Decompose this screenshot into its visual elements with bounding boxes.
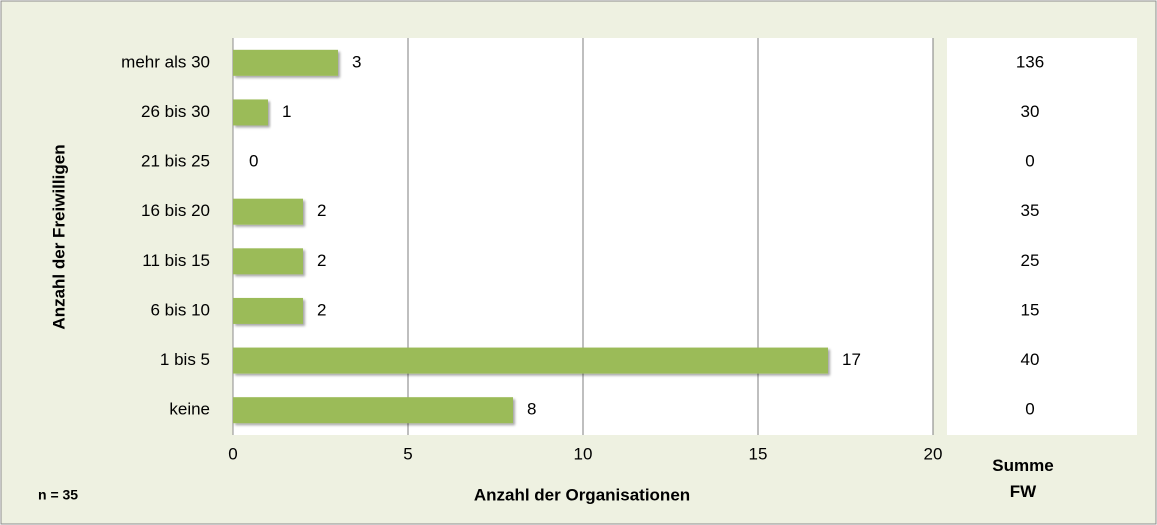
value-label: 3: [352, 52, 361, 71]
x-tick-label: 5: [403, 444, 412, 463]
y-tick-label: 21 bis 25: [141, 152, 210, 171]
y-tick-label: mehr als 30: [121, 52, 210, 71]
y-tick-label: 26 bis 30: [141, 102, 210, 121]
value-label: 0: [249, 152, 258, 171]
y-axis-label: Anzahl der Freiwilligen: [49, 144, 68, 329]
y-tick-label: 6 bis 10: [150, 300, 210, 319]
y-tick-label: 11 bis 15: [142, 251, 210, 270]
bar: [233, 397, 513, 424]
bar: [233, 198, 303, 225]
bar: [233, 49, 338, 76]
side-header: Summe FW: [992, 456, 1054, 501]
value-label: 2: [317, 300, 326, 319]
side-value: 0: [1025, 152, 1034, 171]
bar: [233, 347, 828, 374]
y-tick-label: keine: [169, 400, 210, 419]
x-tick-label: 0: [228, 444, 237, 463]
bar: [233, 99, 268, 126]
side-value: 40: [1021, 350, 1040, 369]
x-tick-label: 20: [924, 444, 943, 463]
side-value: 25: [1021, 251, 1040, 270]
side-value: 0: [1025, 400, 1034, 419]
x-tick-label: 10: [574, 444, 593, 463]
value-label: 1: [282, 102, 291, 121]
side-value: 35: [1021, 201, 1040, 220]
y-tick-label: 1 bis 5: [160, 350, 210, 369]
value-label: 2: [317, 251, 326, 270]
y-tick-label: 16 bis 20: [141, 201, 210, 220]
annotation: n = 35: [38, 487, 78, 503]
value-label: 17: [842, 350, 861, 369]
side-value: 15: [1021, 300, 1040, 319]
x-axis-label: Anzahl der Organisationen: [474, 485, 690, 504]
side-panel: [947, 38, 1137, 435]
bar: [233, 248, 303, 275]
side-value: 136: [1016, 52, 1044, 71]
value-label: 8: [527, 400, 536, 419]
x-tick-label: 15: [749, 444, 768, 463]
bar: [233, 297, 303, 324]
side-value: 30: [1021, 102, 1040, 121]
value-label: 2: [317, 201, 326, 220]
